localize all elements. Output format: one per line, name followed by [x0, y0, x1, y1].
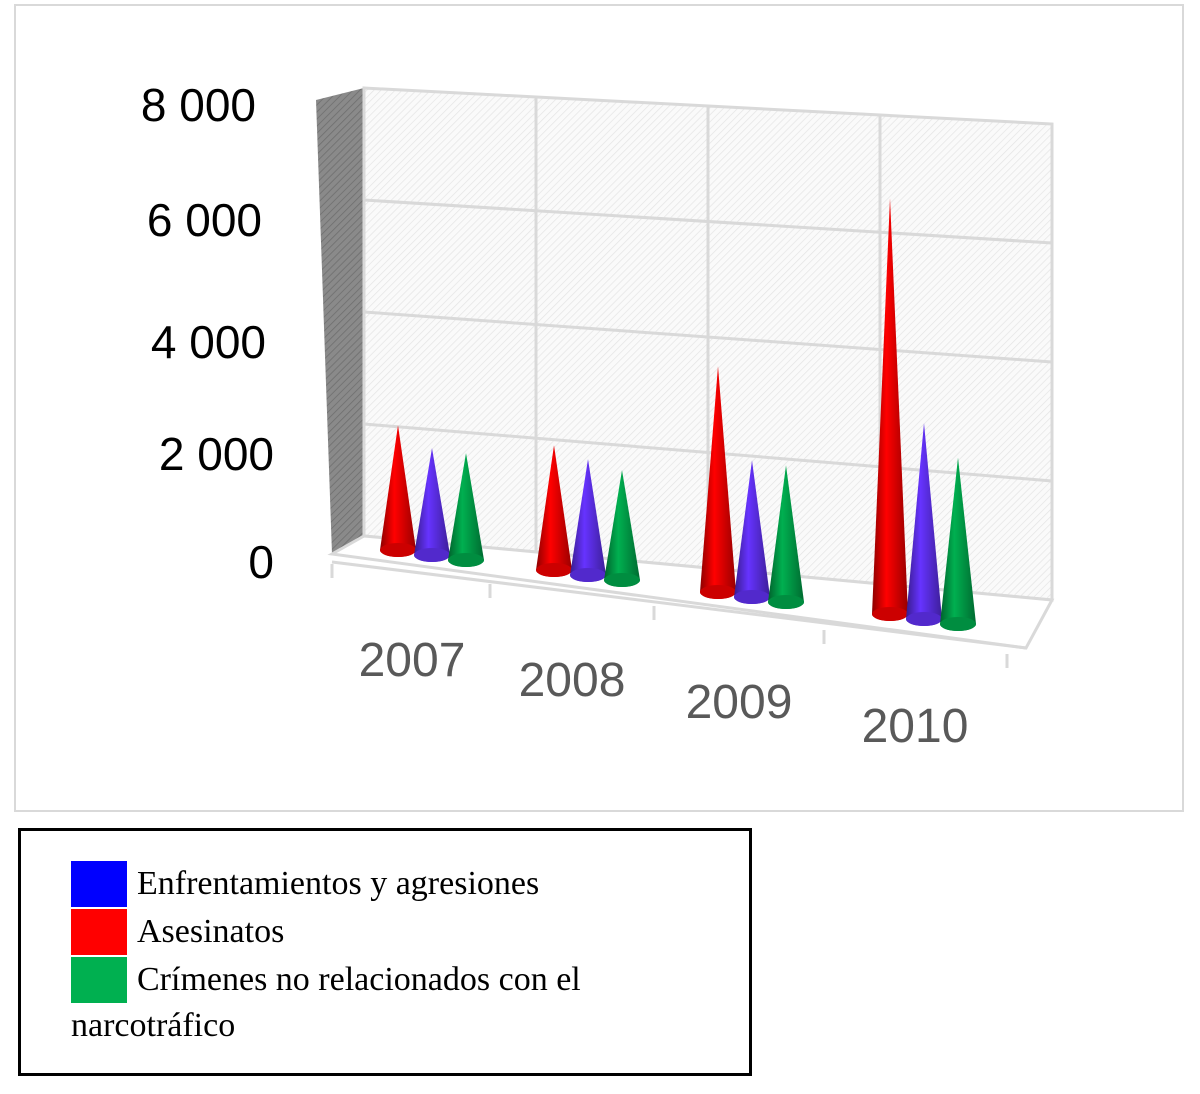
- legend-item: Crímenes no relacionados con el narcotrá…: [71, 957, 711, 1049]
- legend-label: Asesinatos: [137, 913, 285, 950]
- cone-base: [734, 590, 770, 604]
- x-axis-tick-marks: [330, 564, 1009, 668]
- cone-body: [940, 457, 976, 631]
- cone-body: [448, 453, 484, 567]
- cone-base: [536, 563, 572, 577]
- cone-base: [940, 617, 976, 631]
- cone-body: [906, 422, 942, 626]
- cone-body: [570, 459, 606, 582]
- cone-mark: [448, 453, 484, 567]
- cone-base: [700, 585, 736, 599]
- cone-base: [380, 543, 416, 557]
- side-wall: [316, 88, 364, 554]
- y-tick-label: 4 000: [151, 316, 266, 368]
- cone-base: [570, 568, 606, 582]
- cone-base: [414, 548, 450, 562]
- legend-label: Enfrentamientos y agresiones: [137, 865, 540, 902]
- cone-body: [536, 445, 572, 577]
- cone-base: [872, 607, 908, 621]
- legend-swatch: [71, 909, 127, 955]
- x-tick-label: 2007: [359, 634, 466, 687]
- x-tick-label: 2010: [862, 700, 969, 753]
- chart-svg: 0 2 000 4 000 6 000 8 000 2007 2008 2009…: [141, 79, 1055, 753]
- cone-body: [700, 366, 736, 599]
- legend: Enfrentamientos y agresiones Asesinatos …: [18, 828, 752, 1076]
- x-tick-label: 2008: [519, 654, 626, 707]
- cone-mark: [536, 445, 572, 577]
- cone-base: [768, 595, 804, 609]
- cone-body: [872, 198, 908, 621]
- y-tick-label: 6 000: [147, 194, 262, 246]
- cone-base: [906, 612, 942, 626]
- cone-mark: [414, 448, 450, 562]
- cone-mark: [940, 457, 976, 631]
- cone-mark: [872, 198, 908, 621]
- y-tick-label: 8 000: [141, 79, 256, 131]
- floor: [327, 534, 1055, 650]
- cone-mark: [604, 470, 640, 587]
- cone-body: [380, 425, 416, 557]
- legend-item: Enfrentamientos y agresiones: [71, 861, 711, 907]
- legend-item: Asesinatos: [71, 909, 711, 955]
- cone-body: [604, 470, 640, 587]
- cone-mark: [570, 459, 606, 582]
- legend-swatch: [71, 861, 127, 907]
- chart-area: 0 2 000 4 000 6 000 8 000 2007 2008 2009…: [14, 4, 1184, 812]
- x-tick-label: 2009: [686, 676, 793, 729]
- cones: [380, 198, 976, 631]
- cone-body: [414, 448, 450, 562]
- cone-mark: [906, 422, 942, 626]
- cone-mark: [380, 425, 416, 557]
- cone-mark: [734, 460, 770, 604]
- cone-base: [604, 573, 640, 587]
- legend-label: Crímenes no relacionados con el narcotrá…: [71, 961, 581, 1044]
- y-tick-label: 0: [248, 536, 274, 588]
- cone-mark: [768, 465, 804, 609]
- cone-base: [448, 553, 484, 567]
- legend-swatch: [71, 957, 127, 1003]
- cone-body: [734, 460, 770, 604]
- x-axis-line: [331, 560, 1027, 650]
- y-tick-label: 2 000: [159, 428, 274, 480]
- cone-mark: [700, 366, 736, 599]
- cone-body: [768, 465, 804, 609]
